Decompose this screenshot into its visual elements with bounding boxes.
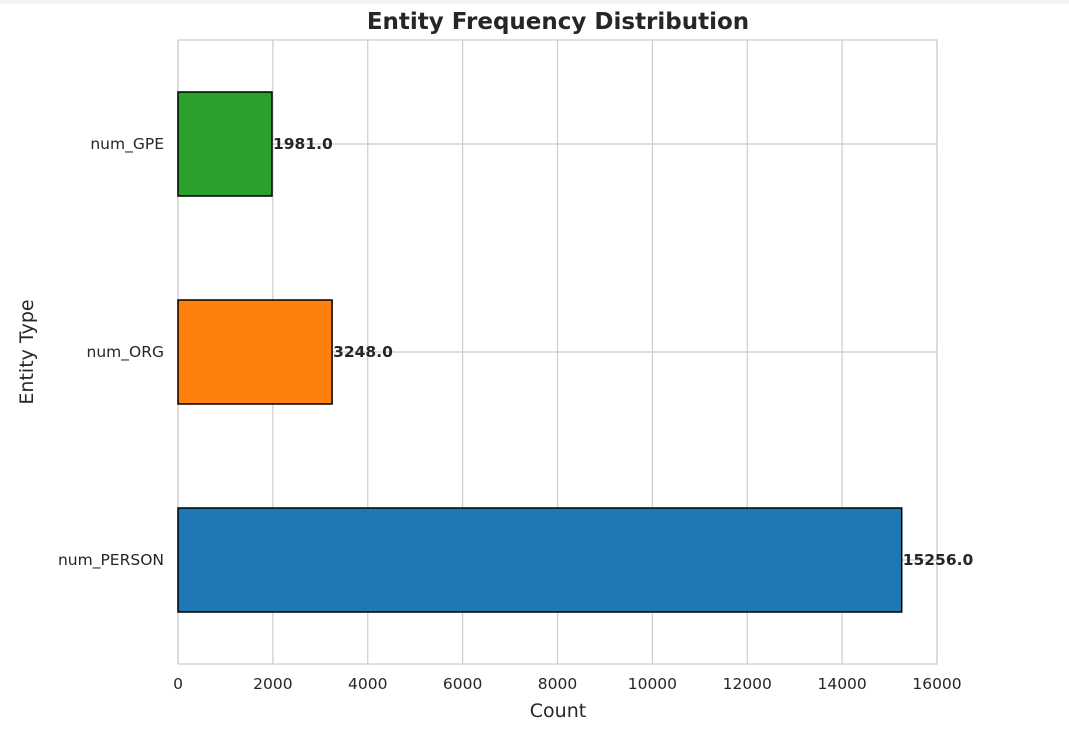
bar-num_GPE	[177, 91, 273, 197]
data-label: 15256.0	[903, 551, 974, 569]
x-tick-label: 16000	[912, 675, 961, 693]
bar-layer	[177, 91, 903, 613]
bar-num_PERSON	[177, 507, 903, 613]
y-axis-label: Entity Type	[16, 299, 38, 404]
x-tick-label: 8000	[538, 675, 577, 693]
data-label: 3248.0	[333, 343, 393, 361]
y-tick-label: num_PERSON	[58, 551, 164, 570]
label-layer: 15256.0 3248.0 1981.0	[273, 135, 974, 569]
x-tick-label: 14000	[817, 675, 866, 693]
x-tick-label: 2000	[253, 675, 292, 693]
bar-num_ORG	[177, 299, 333, 405]
x-tick-label: 0	[173, 675, 183, 693]
y-tick-label: num_GPE	[90, 135, 164, 154]
x-tick-label: 4000	[348, 675, 387, 693]
tick-layer: 0 2000 4000 6000 8000 10000 12000 14000 16000 num…	[58, 135, 962, 693]
y-tick-label: num_ORG	[87, 343, 164, 362]
x-tick-label: 6000	[443, 675, 482, 693]
x-tick-label: 12000	[723, 675, 772, 693]
chart-title: Entity Frequency Distribution	[367, 9, 749, 35]
x-axis-label: Count	[530, 700, 586, 722]
top-strip	[0, 0, 1069, 4]
data-label: 1981.0	[273, 135, 333, 153]
x-tick-label: 10000	[628, 675, 677, 693]
